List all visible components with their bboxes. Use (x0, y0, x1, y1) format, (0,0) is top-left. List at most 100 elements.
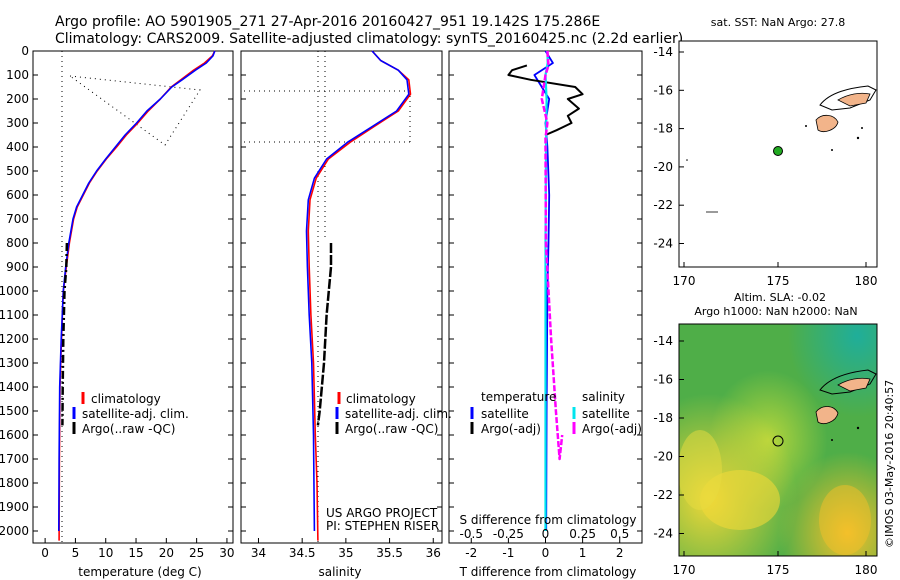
diff-legend-sal-argo: Argo(-adj) (582, 422, 642, 436)
diff-s-tick-label: 0 (542, 527, 550, 541)
diff-legend-temp-title: temperature (481, 390, 556, 404)
temperature-xlabel: temperature (deg C) (78, 565, 201, 579)
map-y-tick-label: -16 (653, 83, 673, 97)
depth-tick-label: 1500 (0, 404, 29, 418)
salinity-legend: climatology satellite-adj. clim. Argo(..… (335, 392, 452, 436)
map-y-tick-label: -14 (653, 334, 673, 348)
temperature-legend: climatology satellite-adj. clim. Argo(..… (72, 392, 189, 436)
depth-tick-label: 300 (6, 116, 29, 130)
credit-pi: PI: STEPHEN RISER (326, 519, 439, 533)
sal-legend-satellite: satellite-adj. clim. (345, 407, 452, 421)
depth-tick-label: 1000 (0, 284, 29, 298)
map-x-tick-label: 180 (855, 563, 878, 577)
temp-x-tick-label: 15 (128, 546, 143, 560)
depth-tick-label: 1700 (0, 452, 29, 466)
sal-legend-climatology: climatology (346, 392, 416, 406)
map-x-tick-label: 175 (767, 563, 790, 577)
diff-legend-sal-satellite: satellite (582, 407, 630, 421)
depth-tick-label: 400 (6, 140, 29, 154)
series-line-satellite-adj-clim- (305, 50, 410, 532)
diff-legend-temp-satellite: satellite (481, 407, 529, 421)
sal-x-tick-label: 34.5 (289, 546, 316, 560)
depth-tick-label: 1100 (0, 308, 29, 322)
depth-tick-label: 800 (6, 236, 29, 250)
diff-legend-temp-argo: Argo(-adj) (481, 422, 541, 436)
sst-map-title: sat. SST: NaN Argo: 27.8 (711, 16, 845, 29)
difference-legend: temperature salinity satellite Argo(-adj… (470, 390, 642, 436)
diff-x-tick-label: 1 (579, 546, 587, 560)
series-line-climatology (307, 50, 412, 541)
sla-map: Altim. SLA: -0.02 Argo h1000: NaN h2000:… (653, 291, 878, 577)
series-line-salinity-argo-adj- (540, 50, 564, 461)
map-x-tick-label: 170 (673, 563, 696, 577)
s-difference-label: S difference from climatology (460, 513, 637, 527)
temp-legend-satellite: satellite-adj. clim. (82, 407, 189, 421)
salinity-panel: 34 34.5 35 35.5 36 salinity climatology sate… (244, 50, 452, 579)
depth-axis: 0 100 200 300 400 500 600 700 800 900 1000 1100 1200… (0, 44, 642, 538)
temp-x-tick-label: 20 (159, 546, 174, 560)
diff-s-tick-label: -0.5 (460, 527, 483, 541)
temp-x-tick-label: 10 (98, 546, 113, 560)
depth-tick-label: 700 (6, 212, 29, 226)
depth-tick-label: 600 (6, 188, 29, 202)
map-y-tick-label: -20 (653, 160, 673, 174)
diff-s-tick-label: -0.25 (493, 527, 524, 541)
t-difference-label: T difference from climatology (459, 565, 637, 579)
sst-map: sat. SST: NaN Argo: 27.8 -14 -16 -18 -20 -22… (653, 16, 878, 288)
series-line-temperature-argo-adj- (507, 64, 584, 136)
map-y-tick-label: -14 (653, 45, 673, 59)
temp-legend-climatology: climatology (91, 392, 161, 406)
depth-tick-label: 1400 (0, 380, 29, 394)
diff-s-tick-label: 0.5 (610, 527, 629, 541)
depth-tick-label: 500 (6, 164, 29, 178)
sla-map-title2: Argo h1000: NaN h2000: NaN (694, 305, 857, 318)
imos-credit: ©IMOS 03-May-2016 20:40:57 (883, 380, 896, 548)
map-y-tick-label: -20 (653, 450, 673, 464)
depth-tick-label: 0 (21, 44, 29, 58)
diff-s-tick-label: 0.25 (569, 527, 596, 541)
sal-x-tick-label: 34 (251, 546, 266, 560)
sla-map-land (815, 369, 877, 441)
depth-tick-label: 1800 (0, 476, 29, 490)
temp-x-tick-label: 30 (219, 546, 234, 560)
depth-tick-label: 1300 (0, 356, 29, 370)
temperature-panel-frame (32, 50, 234, 544)
diff-x-tick-label: -1 (502, 546, 514, 560)
temperature-panel: 0 5 10 15 20 25 30 temperature (deg C) climato… (41, 50, 235, 579)
map-x-tick-label: 170 (673, 274, 696, 288)
temp-legend-argo: Argo(..raw -QC) (82, 422, 175, 436)
argo-float-marker (773, 146, 783, 156)
sst-map-land (686, 85, 877, 213)
series-line-argo-raw-qc- (316, 243, 333, 426)
credit-project: US ARGO PROJECT (326, 506, 438, 520)
depth-tick-label: 100 (6, 68, 29, 82)
argo-float-marker-sla (772, 435, 784, 447)
header-line1: Argo profile: AO 5901905_271 27-Apr-2016… (55, 14, 600, 30)
sal-x-tick-label: 35.5 (376, 546, 403, 560)
sal-legend-argo: Argo(..raw -QC) (345, 422, 438, 436)
temp-x-tick-label: 25 (189, 546, 204, 560)
map-y-tick-label: -24 (653, 237, 673, 251)
series-line-satellite-adj-clim- (58, 50, 216, 532)
sal-x-tick-label: 36 (426, 546, 441, 560)
temp-x-tick-label: 5 (72, 546, 80, 560)
depth-tick-label: 1200 (0, 332, 29, 346)
salinity-xlabel: salinity (318, 565, 361, 579)
temp-dotted-triangle (69, 75, 201, 146)
depth-tick-label: 2000 (0, 524, 29, 538)
header-line2: Climatology: CARS2009. Satellite-adjuste… (55, 31, 683, 47)
map-y-tick-label: -22 (653, 488, 673, 502)
diff-x-tick-label: -2 (465, 546, 477, 560)
map-x-tick-label: 180 (855, 274, 878, 288)
diff-x-tick-label: 2 (616, 546, 624, 560)
depth-tick-label: 1600 (0, 428, 29, 442)
difference-panel: -2 -1 0 1 2 S difference from climatology -0… (459, 50, 642, 579)
map-y-tick-label: -18 (653, 122, 673, 136)
sla-field (679, 324, 877, 556)
sla-map-title1: Altim. SLA: -0.02 (734, 291, 826, 304)
temp-x-tick-label: 0 (41, 546, 49, 560)
map-y-tick-label: -16 (653, 373, 673, 387)
series-line-temperature-satellite (533, 50, 554, 532)
map-y-tick-label: -24 (653, 527, 673, 541)
